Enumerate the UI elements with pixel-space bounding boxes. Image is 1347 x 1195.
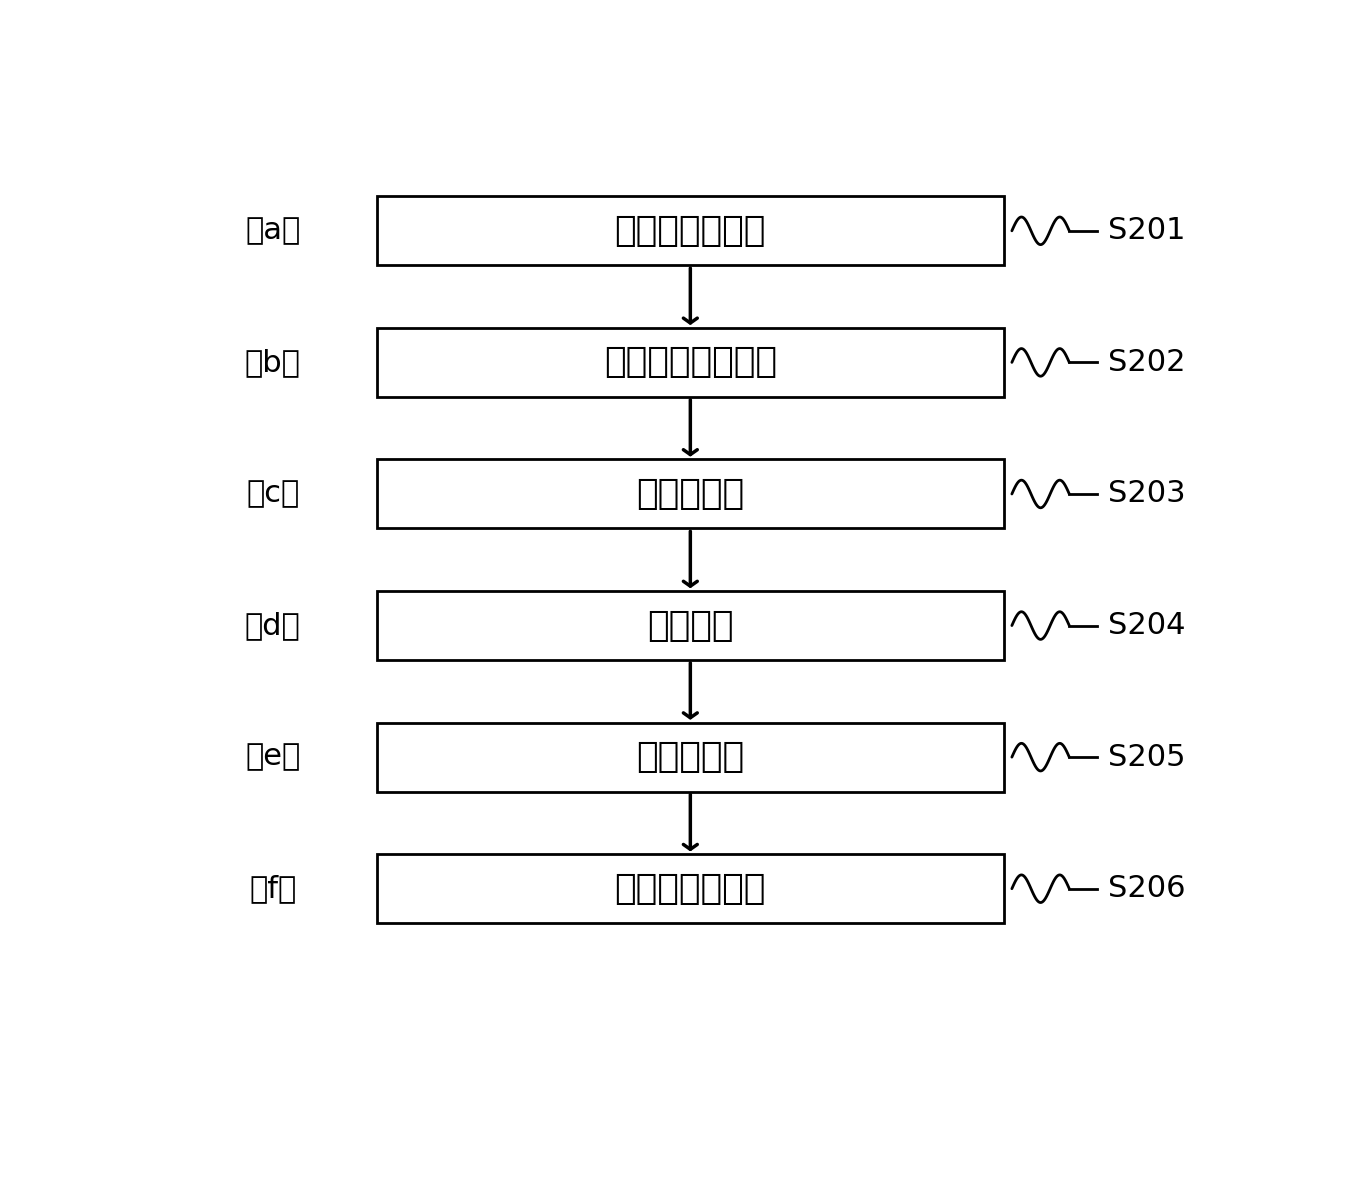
Bar (377, 459, 1004, 528)
Bar (377, 723, 1004, 791)
Bar (377, 327, 1004, 397)
Text: 碳浓度定量处理: 碳浓度定量处理 (614, 871, 766, 906)
Text: S202: S202 (1107, 348, 1185, 376)
Text: （f）: （f） (249, 875, 296, 903)
Text: 吸光度处理: 吸光度处理 (636, 740, 745, 774)
Text: S204: S204 (1107, 611, 1185, 641)
Text: （b）: （b） (245, 348, 300, 376)
Bar (377, 592, 1004, 660)
Text: （c）: （c） (247, 479, 299, 509)
Bar (377, 854, 1004, 924)
Text: 参照试样的测定: 参照试样的测定 (614, 214, 766, 247)
Text: 透射谱的差: 透射谱的差 (636, 477, 745, 511)
Text: 绘制基线: 绘制基线 (647, 608, 734, 643)
Text: S206: S206 (1107, 875, 1185, 903)
Text: S205: S205 (1107, 742, 1185, 772)
Text: 板状多晶琳的测定: 板状多晶琳的测定 (603, 345, 777, 379)
Text: S201: S201 (1107, 216, 1185, 245)
Text: （e）: （e） (245, 742, 300, 772)
Bar (377, 196, 1004, 265)
Text: （a）: （a） (245, 216, 300, 245)
Text: S203: S203 (1107, 479, 1185, 509)
Text: （d）: （d） (245, 611, 300, 641)
